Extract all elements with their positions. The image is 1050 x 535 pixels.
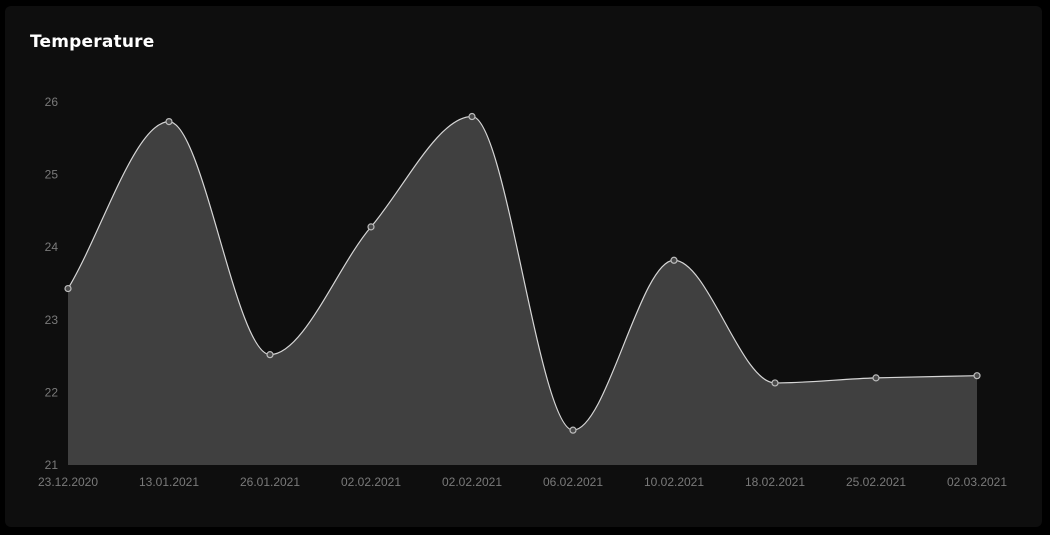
data-point[interactable] xyxy=(872,374,880,382)
y-tick-label: 24 xyxy=(45,240,59,254)
x-tick-label: 06.02.2021 xyxy=(543,475,603,489)
x-tick-label: 13.01.2021 xyxy=(139,475,199,489)
data-point[interactable] xyxy=(569,426,577,434)
x-tick-label: 02.02.2021 xyxy=(442,475,502,489)
data-point[interactable] xyxy=(670,256,678,264)
x-tick-label: 23.12.2020 xyxy=(38,475,98,489)
x-tick-label: 02.02.2021 xyxy=(341,475,401,489)
x-tick-label: 18.02.2021 xyxy=(745,475,805,489)
x-tick-label: 26.01.2021 xyxy=(240,475,300,489)
plot-area xyxy=(64,112,981,466)
x-tick-label: 02.03.2021 xyxy=(947,475,1007,489)
x-axis: 23.12.2020 13.01.2021 26.01.2021 02.02.2021… xyxy=(38,475,1007,489)
y-tick-label: 26 xyxy=(45,95,59,109)
data-point[interactable] xyxy=(64,284,72,293)
y-axis: 21 22 23 24 25 26 xyxy=(45,95,59,472)
data-point[interactable] xyxy=(468,112,476,121)
y-tick-label: 21 xyxy=(45,458,59,472)
x-tick-label: 10.02.2021 xyxy=(644,475,704,489)
y-tick-label: 25 xyxy=(45,168,59,182)
data-point[interactable] xyxy=(973,372,981,380)
area-fill xyxy=(68,116,977,466)
data-point[interactable] xyxy=(266,351,274,359)
y-tick-label: 23 xyxy=(45,313,59,327)
data-point[interactable] xyxy=(165,118,173,126)
chart-title: Temperature xyxy=(30,32,155,52)
data-point[interactable] xyxy=(771,379,779,387)
x-tick-label: 25.02.2021 xyxy=(846,475,906,489)
data-point[interactable] xyxy=(367,223,375,231)
y-tick-label: 22 xyxy=(45,385,59,399)
